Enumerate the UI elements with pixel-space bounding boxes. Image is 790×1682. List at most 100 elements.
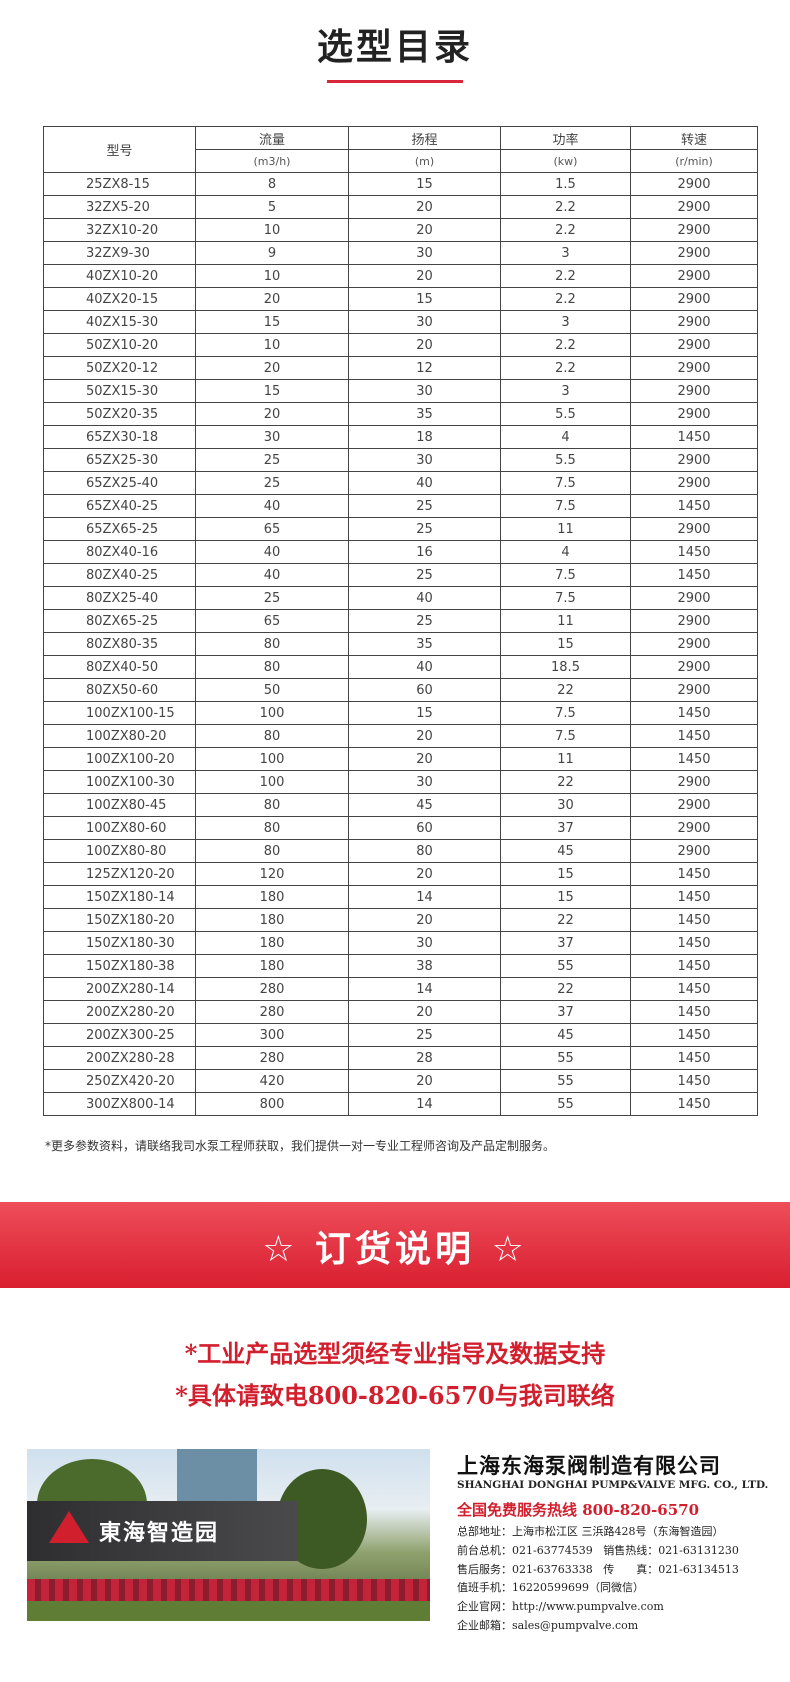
value-cell: 1450 xyxy=(630,977,758,1001)
info-line: 值班手机：16220599699（同微信） xyxy=(457,1581,644,1595)
value-cell: 22 xyxy=(500,977,631,1001)
company-name-en: SHANGHAI DONGHAI PUMP&VALVE MFG. CO., LT… xyxy=(457,1479,769,1491)
value-cell: 18.5 xyxy=(500,655,631,679)
value-cell: 2900 xyxy=(630,287,758,311)
value-cell: 1450 xyxy=(630,425,758,449)
value-cell: 2900 xyxy=(630,609,758,633)
value-cell: 280 xyxy=(195,1000,349,1024)
value-cell: 12 xyxy=(348,356,501,380)
model-cell: 65ZX65-25 xyxy=(43,517,196,541)
value-cell: 35 xyxy=(348,632,501,656)
value-cell: 1450 xyxy=(630,494,758,518)
model-cell: 150ZX180-38 xyxy=(43,954,196,978)
unit-row: (m3/h) (m) (kw) (r/min) xyxy=(44,149,758,173)
model-cell: 50ZX15-30 xyxy=(43,379,196,403)
table-row: 32ZX5-20 5 20 2.2 2900 xyxy=(43,195,758,219)
table-row: 200ZX280-28 280 28 55 1450 xyxy=(43,1046,758,1070)
model-cell: 200ZX300-25 xyxy=(43,1023,196,1047)
table-row: 200ZX300-25 300 25 45 1450 xyxy=(43,1023,758,1047)
value-cell: 65 xyxy=(195,517,349,541)
value-cell: 2900 xyxy=(630,839,758,863)
company-name: 上海东海泵阀制造有限公司 xyxy=(457,1454,721,1478)
table-row: 80ZX65-25 65 25 11 2900 xyxy=(43,609,758,633)
value-cell: 22 xyxy=(500,908,631,932)
table-row: 100ZX100-20 100 20 11 1450 xyxy=(43,747,758,771)
table-row: 200ZX280-20 280 20 37 1450 xyxy=(43,1000,758,1024)
model-cell: 80ZX25-40 xyxy=(43,586,196,610)
value-cell: 2900 xyxy=(630,241,758,265)
value-cell: 2900 xyxy=(630,356,758,380)
model-cell: 200ZX280-14 xyxy=(43,977,196,1001)
model-cell: 80ZX40-16 xyxy=(43,540,196,564)
value-cell: 40 xyxy=(348,655,501,679)
value-cell: 15 xyxy=(500,862,631,886)
value-cell: 15 xyxy=(500,885,631,909)
value-cell: 20 xyxy=(195,356,349,380)
value-cell: 35 xyxy=(348,402,501,426)
model-cell: 150ZX180-20 xyxy=(43,908,196,932)
info-line: 企业邮箱：sales@pumpvalve.com xyxy=(457,1619,639,1632)
table-row: 200ZX280-14 280 14 22 1450 xyxy=(43,977,758,1001)
table-row: 80ZX40-16 40 16 4 1450 xyxy=(43,540,758,564)
value-cell: 25 xyxy=(348,494,501,518)
value-cell: 7.5 xyxy=(500,563,631,587)
model-cell: 50ZX20-35 xyxy=(43,402,196,426)
table-row: 100ZX80-45 80 45 30 2900 xyxy=(43,793,758,817)
table-note: *更多参数资料，请联络我司水泵工程师获取，我们提供一对一专业工程师咨询及产品定制… xyxy=(45,1139,556,1153)
model-cell: 32ZX10-20 xyxy=(43,218,196,242)
table-body: 型号 流量 扬程 功率 转速 (m3/h) (m) (kw) (r/min) 25ZX8-15 8 1… xyxy=(43,126,758,1116)
value-cell: 30 xyxy=(348,931,501,955)
value-cell: 15 xyxy=(500,632,631,656)
value-cell: 60 xyxy=(348,678,501,702)
value-cell: 8 xyxy=(195,172,349,196)
value-cell: 3 xyxy=(500,379,631,403)
table-row: 150ZX180-38 180 38 55 1450 xyxy=(43,954,758,978)
value-cell: 2900 xyxy=(630,517,758,541)
table-row: 100ZX80-20 80 20 7.5 1450 xyxy=(43,724,758,748)
value-cell: 25 xyxy=(348,1023,501,1047)
model-cell: 25ZX8-15 xyxy=(43,172,196,196)
value-cell: 1450 xyxy=(630,885,758,909)
value-cell: 15 xyxy=(348,701,501,725)
value-cell: 2.2 xyxy=(500,333,631,357)
value-cell: 40 xyxy=(195,563,349,587)
value-cell: 50 xyxy=(195,678,349,702)
value-cell: 20 xyxy=(348,747,501,771)
info-line: 售后服务：021-63763338 传 真：021-63134513 xyxy=(457,1562,739,1576)
model-cell: 250ZX420-20 xyxy=(43,1069,196,1093)
table-row: 125ZX120-20 120 20 15 1450 xyxy=(43,862,758,886)
value-cell: 25 xyxy=(348,609,501,633)
info-line: 前台总机：021-63774539 销售热线：021-63131230 xyxy=(457,1543,739,1557)
value-cell: 100 xyxy=(195,747,349,771)
value-cell: 80 xyxy=(195,724,349,748)
value-cell: 2900 xyxy=(630,448,758,472)
value-cell: 2900 xyxy=(630,770,758,794)
model-cell: 100ZX100-15 xyxy=(43,701,196,725)
value-cell: 80 xyxy=(195,655,349,679)
value-cell: 40 xyxy=(195,540,349,564)
model-cell: 80ZX65-25 xyxy=(43,609,196,633)
value-cell: 1450 xyxy=(630,1046,758,1070)
value-cell: 20 xyxy=(348,862,501,886)
model-cell: 32ZX9-30 xyxy=(43,241,196,265)
value-cell: 2900 xyxy=(630,195,758,219)
header-row: 型号 流量 扬程 功率 转速 xyxy=(43,126,758,173)
value-cell: 30 xyxy=(348,770,501,794)
value-cell: 2900 xyxy=(630,632,758,656)
value-cell: 60 xyxy=(348,816,501,840)
model-cell: 65ZX40-25 xyxy=(43,494,196,518)
value-cell: 10 xyxy=(195,218,349,242)
value-cell: 180 xyxy=(195,931,349,955)
value-cell: 20 xyxy=(348,1000,501,1024)
value-cell: 25 xyxy=(195,448,349,472)
value-cell: 80 xyxy=(195,816,349,840)
value-cell: 37 xyxy=(500,931,631,955)
value-cell: 25 xyxy=(348,563,501,587)
table-row: 32ZX10-20 10 20 2.2 2900 xyxy=(43,218,758,242)
value-cell: 25 xyxy=(195,586,349,610)
model-cell: 80ZX40-25 xyxy=(43,563,196,587)
value-cell: 2900 xyxy=(630,816,758,840)
order-title: ☆ 订货说明 ☆ xyxy=(262,1229,528,1270)
logo xyxy=(49,1511,89,1543)
value-cell: 2900 xyxy=(630,586,758,610)
